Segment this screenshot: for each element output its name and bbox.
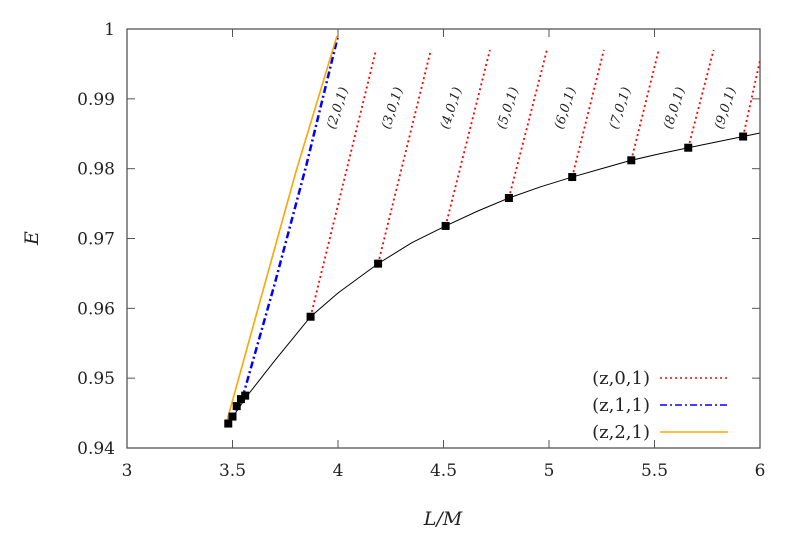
data-marker bbox=[627, 156, 636, 165]
data-marker bbox=[568, 173, 577, 182]
series-line-segment bbox=[444, 49, 491, 227]
y-tick-label: 0.95 bbox=[77, 369, 115, 389]
data-marker bbox=[684, 143, 693, 152]
series-line-segment bbox=[630, 49, 660, 161]
y-tick-label: 0.97 bbox=[77, 230, 115, 250]
data-marker bbox=[441, 221, 450, 230]
series-line-segment bbox=[508, 49, 548, 199]
fit-curve bbox=[227, 132, 761, 424]
x-tick-label: 4.5 bbox=[430, 461, 457, 481]
x-tick-label: 6 bbox=[755, 461, 766, 481]
segment-annotation: (8,0,1) bbox=[661, 85, 689, 131]
segment-annotation: (2,0,1) bbox=[324, 85, 352, 131]
series-line bbox=[225, 35, 338, 424]
x-tick-label: 5 bbox=[544, 461, 555, 481]
data-marker bbox=[241, 391, 250, 400]
legend-label: (z,1,1) bbox=[592, 395, 650, 416]
segment-annotation: (4,0,1) bbox=[438, 85, 466, 131]
data-marker bbox=[236, 395, 245, 404]
segment-annotation: (7,0,1) bbox=[607, 85, 635, 131]
segment-annotation: (9,0,1) bbox=[712, 85, 740, 131]
plot-frame bbox=[126, 28, 761, 449]
y-axis-label: E bbox=[21, 231, 43, 246]
data-marker bbox=[228, 412, 237, 421]
y-tick-label: 0.96 bbox=[77, 299, 115, 319]
series-line bbox=[227, 35, 340, 425]
y-tick-label: 0.99 bbox=[77, 90, 115, 110]
y-tick-label: 1 bbox=[104, 20, 115, 40]
data-marker bbox=[504, 193, 513, 202]
segment-annotation: (5,0,1) bbox=[495, 85, 523, 131]
data-marker bbox=[306, 312, 315, 321]
y-tick-label: 0.94 bbox=[77, 439, 115, 459]
segment-annotation: (3,0,1) bbox=[379, 85, 407, 131]
series-line-segment bbox=[687, 49, 715, 148]
series-line-segment bbox=[309, 49, 377, 317]
segment-annotation: (6,0,1) bbox=[552, 85, 580, 131]
x-tick-label: 3 bbox=[122, 461, 133, 481]
y-tick-label: 0.98 bbox=[77, 160, 115, 180]
series-line-segment bbox=[571, 49, 605, 178]
data-marker bbox=[374, 259, 383, 268]
series-line-segment bbox=[377, 49, 432, 264]
x-axis-label: L/M bbox=[423, 508, 463, 530]
data-marker bbox=[739, 132, 748, 141]
data-marker bbox=[232, 402, 241, 411]
x-tick-label: 5.5 bbox=[641, 461, 668, 481]
legend-label: (z,2,1) bbox=[592, 422, 650, 443]
legend-label: (z,0,1) bbox=[592, 368, 650, 389]
x-tick-label: 4 bbox=[333, 461, 344, 481]
x-tick-label: 3.5 bbox=[219, 461, 246, 481]
data-marker bbox=[224, 419, 233, 428]
